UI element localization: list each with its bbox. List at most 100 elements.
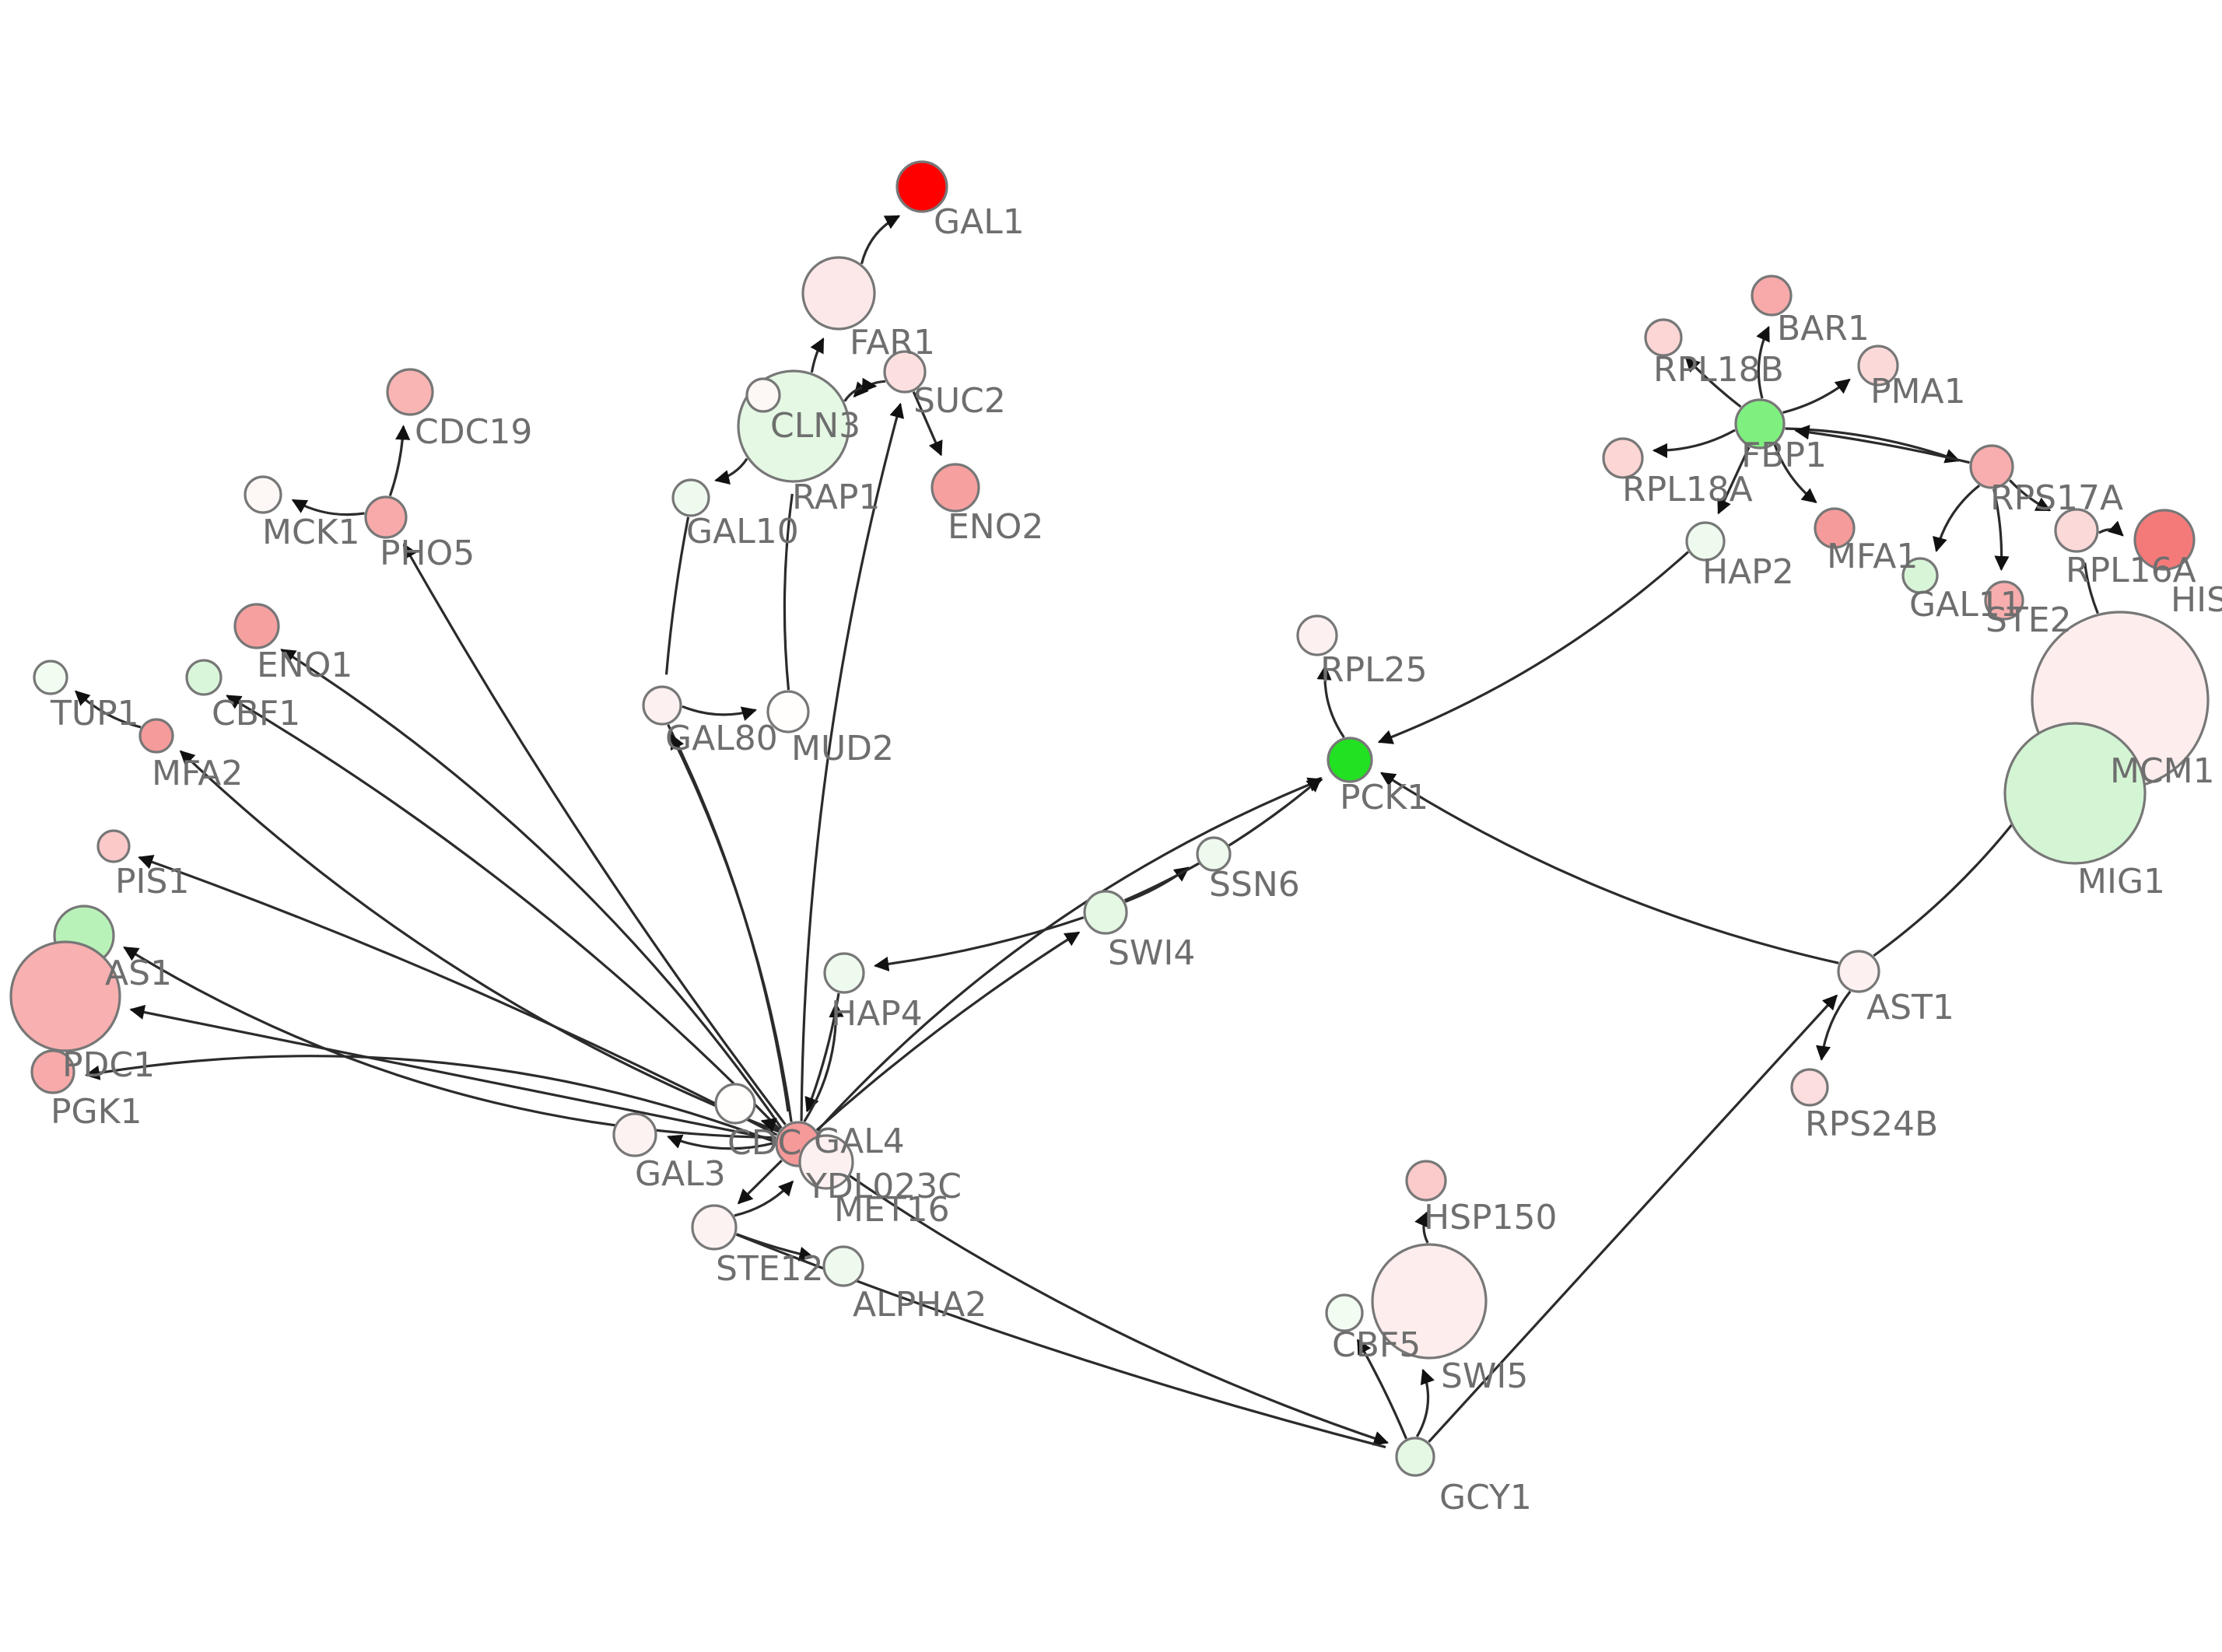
node-label-rpl25: RPL25 (1320, 650, 1428, 690)
node-cdc[interactable] (714, 1083, 756, 1125)
node-label-rpl18b: RPL18B (1653, 350, 1784, 390)
node-hsp150[interactable] (1405, 1160, 1447, 1202)
node-label-cbf1: CBF1 (212, 694, 300, 733)
node-cdc19[interactable] (386, 368, 434, 416)
node-mck1[interactable] (244, 475, 282, 514)
node-label-ast1: AST1 (1866, 988, 1954, 1027)
node-label-alpha2: ALPHA2 (853, 1285, 987, 1325)
node-label-cbf5: CBF5 (1332, 1325, 1421, 1365)
node-pma1[interactable] (1857, 345, 1899, 387)
node-alpha2[interactable] (822, 1245, 864, 1287)
edge-gal4-to-gal80 (670, 733, 793, 1122)
node-label-eno1: ENO1 (257, 646, 352, 685)
nodes-layer (9, 160, 2210, 1477)
edge-fbp1-to-rpl18a (1652, 429, 1736, 459)
node-cbf1[interactable] (185, 659, 223, 696)
node-ydl023c[interactable] (798, 1134, 854, 1190)
edge-gal4-to-cdc (760, 1118, 780, 1132)
edge-gal4-to-gcy1 (818, 1153, 1390, 1446)
node-label-as1: AS1 (105, 954, 172, 993)
edge-suc2-to-eno2 (912, 391, 943, 457)
node-label-pdc1: PDC1 (62, 1045, 155, 1085)
node-label-suc2: SUC2 (913, 381, 1006, 421)
node-label-rap1: RAP1 (792, 478, 880, 517)
node-mig1[interactable] (2003, 722, 2147, 865)
node-label-cln3: CLN3 (770, 406, 860, 446)
node-label-pma1: PMA1 (1870, 372, 1966, 411)
edge-hap2-to-pck1 (1377, 551, 1689, 744)
node-ste2[interactable] (1984, 580, 2024, 621)
node-label-ste12: STE12 (716, 1249, 824, 1289)
node-rpl25[interactable] (1296, 614, 1338, 656)
edge-gal10-to-gal80 (664, 516, 690, 675)
node-label-gal4: GAL4 (814, 1122, 905, 1161)
node-gal80[interactable] (642, 685, 682, 726)
node-hap2[interactable] (1685, 521, 1726, 562)
node-suc2[interactable] (883, 350, 927, 394)
node-rps24b[interactable] (1790, 1068, 1829, 1107)
node-gcy1[interactable] (1395, 1437, 1435, 1477)
edge-pho5-to-mck1 (291, 499, 365, 516)
node-ssn6[interactable] (1196, 836, 1232, 872)
edge-gal4-to-pgk1 (84, 1055, 776, 1143)
node-label-mfa1: MFA1 (1827, 537, 1918, 576)
edge-gal4-to-cbf1 (226, 695, 781, 1131)
edge-rps17a-to-fbp1 (1794, 425, 1970, 464)
node-rpl18b[interactable] (1644, 318, 1683, 357)
node-label-hap4: HAP4 (831, 994, 923, 1034)
node-tup1[interactable] (33, 660, 68, 695)
node-gal10[interactable] (671, 478, 710, 517)
node-label-rps17a: RPS17A (1990, 478, 2123, 518)
edge-ste12-to-ydl023c (734, 1180, 794, 1217)
node-cbf5[interactable] (1325, 1293, 1364, 1332)
node-pis1[interactable] (96, 829, 131, 863)
edge-gal4-to-swi4 (815, 931, 1081, 1132)
node-mud2[interactable] (766, 690, 810, 733)
edge-gcy1-to-ast1 (1428, 994, 1838, 1443)
node-mfa1[interactable] (1814, 507, 1856, 549)
node-pho5[interactable] (364, 495, 408, 539)
node-ast1[interactable] (1837, 950, 1880, 993)
node-label-ssn6: SSN6 (1209, 865, 1300, 905)
node-rpl16a[interactable] (2054, 508, 2099, 553)
node-label-gal80: GAL80 (665, 719, 778, 758)
edge-mfa2-to-tup1 (75, 690, 142, 729)
node-fbp1[interactable] (1734, 398, 1786, 450)
node-gal1[interactable] (895, 160, 948, 213)
node-label-rpl16a: RPL16A (2066, 551, 2196, 590)
node-swi5[interactable] (1371, 1243, 1488, 1360)
node-far1[interactable] (801, 256, 876, 331)
node-pck1[interactable] (1327, 737, 1373, 783)
edge-rps17a-to-ste2 (1992, 488, 2010, 572)
node-eno2[interactable] (931, 463, 980, 513)
node-pdc1[interactable] (9, 940, 121, 1052)
edge-gal4-to-pis1 (138, 855, 778, 1136)
edge-gcy1-to-swi5 (1415, 1368, 1435, 1437)
node-rps17a[interactable] (1969, 444, 2014, 489)
edge-ast1-to-pck1 (1379, 772, 1839, 964)
node-rpl18a[interactable] (1602, 437, 1644, 479)
node-mfa2[interactable] (138, 718, 174, 754)
node-label-gcy1: GCY1 (1439, 1478, 1532, 1517)
node-swi4[interactable] (1083, 890, 1128, 935)
node-gal11[interactable] (1901, 557, 1939, 594)
node-pgk1[interactable] (30, 1049, 75, 1094)
edge-fbp1-to-pma1 (1782, 378, 1851, 414)
node-label-gal10: GAL10 (686, 512, 799, 551)
edge-gal4-to-ste12 (737, 1159, 783, 1205)
node-eno1[interactable] (233, 603, 280, 649)
edge-gal4-to-pdc1 (129, 1005, 776, 1141)
node-his4[interactable] (2133, 509, 2196, 571)
edge-gal4-to-as1 (123, 946, 776, 1139)
node-rap1[interactable] (745, 377, 781, 413)
node-ste12[interactable] (691, 1204, 738, 1251)
edge-mcm1-to-rpl16a (2084, 562, 2099, 614)
edge-gcy1-to-cbf5 (1356, 1339, 1407, 1440)
node-hap4[interactable] (823, 952, 865, 994)
node-label-mfa2: MFA2 (152, 754, 243, 793)
node-label-mck1: MCK1 (262, 513, 360, 552)
node-bar1[interactable] (1751, 275, 1793, 317)
node-gal3[interactable] (612, 1112, 657, 1157)
